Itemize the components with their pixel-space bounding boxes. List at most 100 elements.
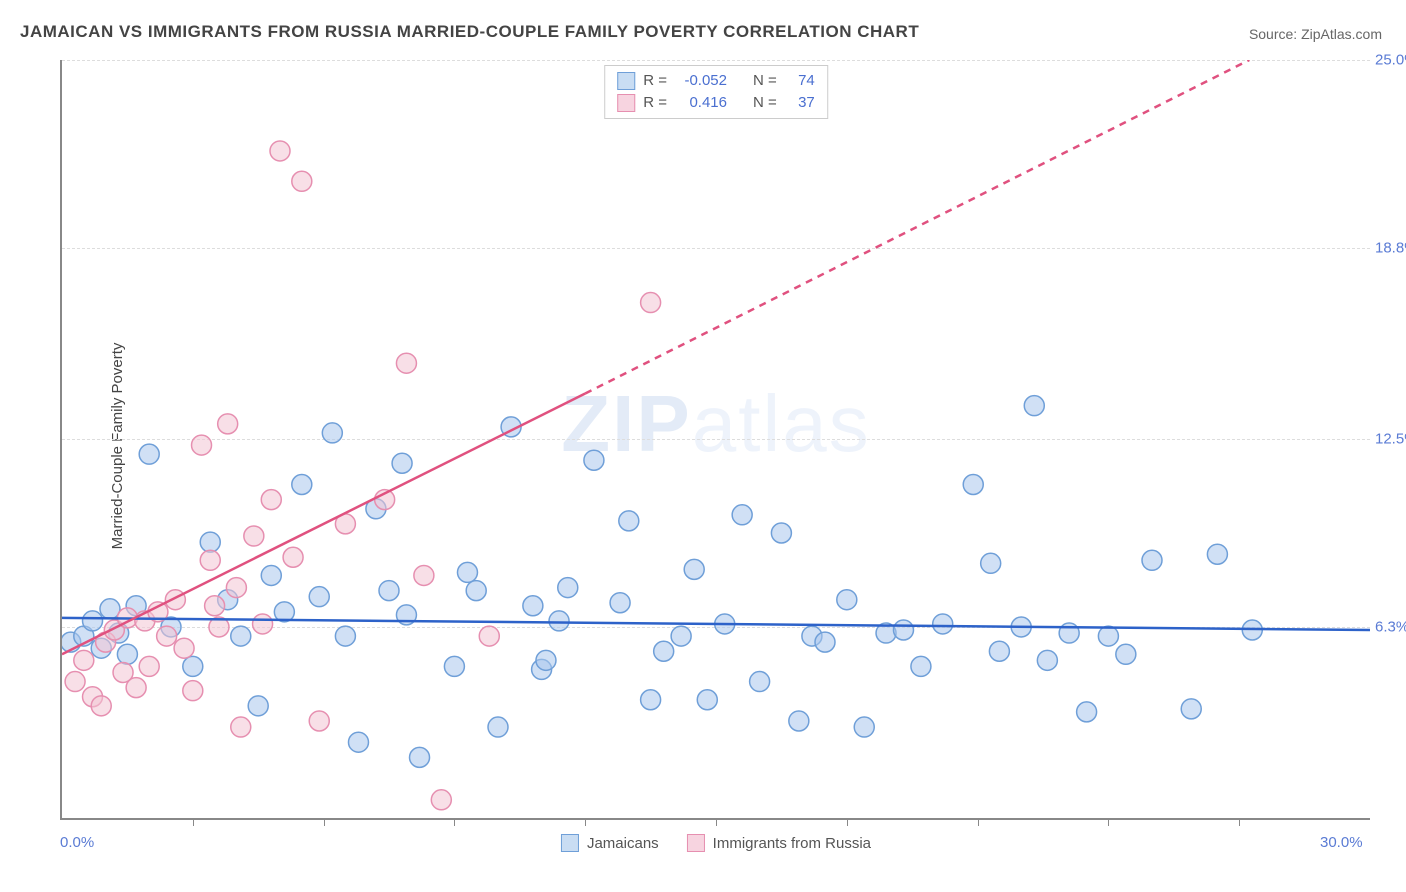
data-point (139, 656, 159, 676)
data-point (444, 656, 464, 676)
data-point (117, 644, 137, 664)
data-point (348, 732, 368, 752)
data-point (654, 641, 674, 661)
data-point (1024, 396, 1044, 416)
x-tick-mark (1239, 818, 1240, 826)
data-point (218, 414, 238, 434)
data-point (1181, 699, 1201, 719)
data-point (292, 171, 312, 191)
data-point (479, 626, 499, 646)
data-point (165, 590, 185, 610)
x-tick-mark (585, 818, 586, 826)
data-point (200, 550, 220, 570)
data-point (1207, 544, 1227, 564)
data-point (74, 650, 94, 670)
data-point (536, 650, 556, 670)
data-point (750, 672, 770, 692)
data-point (466, 581, 486, 601)
data-point (610, 593, 630, 613)
data-point (91, 696, 111, 716)
data-point (253, 614, 273, 634)
data-point (322, 423, 342, 443)
n-label: N = (753, 70, 777, 92)
stats-legend: R =-0.052N =74R =0.416N =37 (604, 65, 828, 119)
data-point (732, 505, 752, 525)
x-tick-mark (978, 818, 979, 826)
data-point (558, 578, 578, 598)
x-axis-min-label: 0.0% (60, 834, 94, 851)
x-tick-mark (193, 818, 194, 826)
data-point (641, 293, 661, 313)
data-point (309, 711, 329, 731)
data-point (309, 587, 329, 607)
x-tick-mark (1108, 818, 1109, 826)
data-point (83, 611, 103, 631)
data-point (854, 717, 874, 737)
source-citation: Source: ZipAtlas.com (1249, 26, 1382, 42)
data-point (410, 747, 430, 767)
data-point (231, 717, 251, 737)
data-point (183, 656, 203, 676)
y-tick-label: 18.8% (1375, 239, 1406, 256)
data-point (231, 626, 251, 646)
data-point (139, 444, 159, 464)
n-label: N = (753, 92, 777, 114)
x-axis-max-label: 30.0% (1320, 834, 1363, 851)
data-point (244, 526, 264, 546)
data-point (379, 581, 399, 601)
data-point (619, 511, 639, 531)
data-point (989, 641, 1009, 661)
data-point (584, 450, 604, 470)
data-point (488, 717, 508, 737)
plot-svg (62, 60, 1370, 818)
data-point (893, 620, 913, 640)
data-point (963, 474, 983, 494)
data-point (248, 696, 268, 716)
x-tick-mark (716, 818, 717, 826)
data-point (771, 523, 791, 543)
data-point (1142, 550, 1162, 570)
data-point (205, 596, 225, 616)
data-point (641, 690, 661, 710)
data-point (431, 790, 451, 810)
data-point (457, 562, 477, 582)
data-point (192, 435, 212, 455)
data-point (933, 614, 953, 634)
data-point (815, 632, 835, 652)
legend-item: Jamaicans (561, 834, 659, 852)
r-value: 0.416 (675, 92, 727, 114)
data-point (270, 141, 290, 161)
data-point (789, 711, 809, 731)
plot-area: ZIPatlas R =-0.052N =74R =0.416N =37 Jam… (60, 60, 1370, 820)
data-point (183, 681, 203, 701)
data-point (174, 638, 194, 658)
source-label: Source: (1249, 26, 1297, 42)
data-point (200, 532, 220, 552)
data-point (414, 565, 434, 585)
chart-title: JAMAICAN VS IMMIGRANTS FROM RUSSIA MARRI… (20, 22, 919, 42)
legend-item: Immigrants from Russia (687, 834, 871, 852)
data-point (684, 559, 704, 579)
data-point (1116, 644, 1136, 664)
series-legend: Jamaicans Immigrants from Russia (561, 834, 871, 852)
stats-legend-row: R =-0.052N =74 (617, 70, 815, 92)
data-point (335, 626, 355, 646)
data-point (157, 626, 177, 646)
n-value: 37 (785, 92, 815, 114)
data-point (523, 596, 543, 616)
r-label: R = (643, 70, 667, 92)
data-point (283, 547, 303, 567)
y-tick-label: 12.5% (1375, 431, 1406, 448)
legend-swatch (617, 94, 635, 112)
x-tick-mark (454, 818, 455, 826)
source-value: ZipAtlas.com (1301, 26, 1382, 42)
data-point (392, 453, 412, 473)
legend-swatch (687, 834, 705, 852)
r-value: -0.052 (675, 70, 727, 92)
data-point (126, 678, 146, 698)
stats-legend-row: R =0.416N =37 (617, 92, 815, 114)
data-point (837, 590, 857, 610)
data-point (1098, 626, 1118, 646)
data-point (292, 474, 312, 494)
data-point (1077, 702, 1097, 722)
